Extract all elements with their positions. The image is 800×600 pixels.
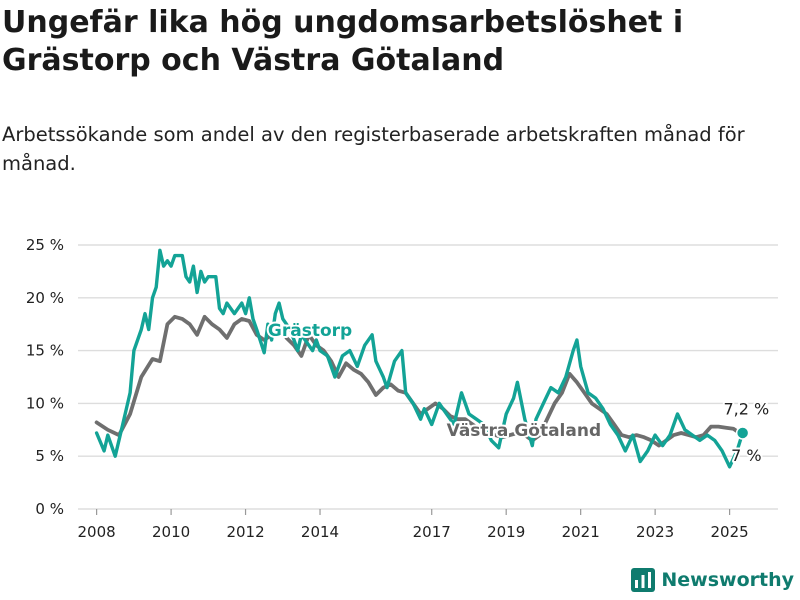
series-labels: Grästorp Västra Götaland 7,2 % 7 %: [266, 319, 771, 467]
x-tick-label: 2014: [301, 523, 339, 541]
chart-title: Ungefär lika hög ungdomsarbetslöshet i G…: [2, 5, 684, 78]
x-tick-label: 2008: [78, 523, 116, 541]
endpoint-marker-grastorp: [735, 426, 750, 440]
x-tick-label: 2019: [487, 523, 525, 541]
series-line-grastorp: [94, 248, 745, 469]
line-chart: 0 %5 %10 %15 %20 %25 % 2008 2010 2012 2014 2…: [26, 236, 778, 541]
brand-name: Newsworthy: [661, 569, 794, 591]
y-tick-label: 0 %: [35, 500, 64, 518]
series-lines: [94, 248, 750, 469]
newsworthy-logo: Newsworthy: [631, 566, 794, 594]
x-tick-label: 2010: [152, 523, 190, 541]
y-tick-label: 15 %: [26, 342, 64, 360]
series-label-vastra-gotaland: Västra Götaland: [447, 421, 602, 441]
newsworthy-icon: [631, 568, 656, 592]
x-tick-label: 2023: [636, 523, 674, 541]
y-tick-label: 25 %: [26, 236, 64, 254]
y-tick-label: 20 %: [26, 289, 64, 307]
end-value-vastra-gotaland: 7 %: [731, 446, 761, 465]
y-tick-label: 10 %: [26, 394, 64, 412]
series-line-vastra-gotaland: [94, 314, 745, 448]
chart-subtitle: Arbetssökande som andel av den registerb…: [2, 123, 745, 175]
series-label-grastorp: Grästorp: [268, 321, 352, 341]
x-tick-label: 2017: [413, 523, 451, 541]
x-axis-ticks: 2008 2010 2012 2014 2017 2019 2021 2023 2025: [78, 509, 749, 541]
x-tick-label: 2025: [711, 523, 749, 541]
y-axis-ticks: 0 % 5 % 10 % 15 % 20 % 25 %: [26, 236, 64, 518]
end-value-grastorp: 7,2 %: [723, 399, 769, 418]
x-tick-label: 2012: [226, 523, 264, 541]
gridlines: [78, 244, 778, 510]
y-tick-label: 5 %: [35, 447, 64, 465]
x-tick-label: 2021: [562, 523, 600, 541]
